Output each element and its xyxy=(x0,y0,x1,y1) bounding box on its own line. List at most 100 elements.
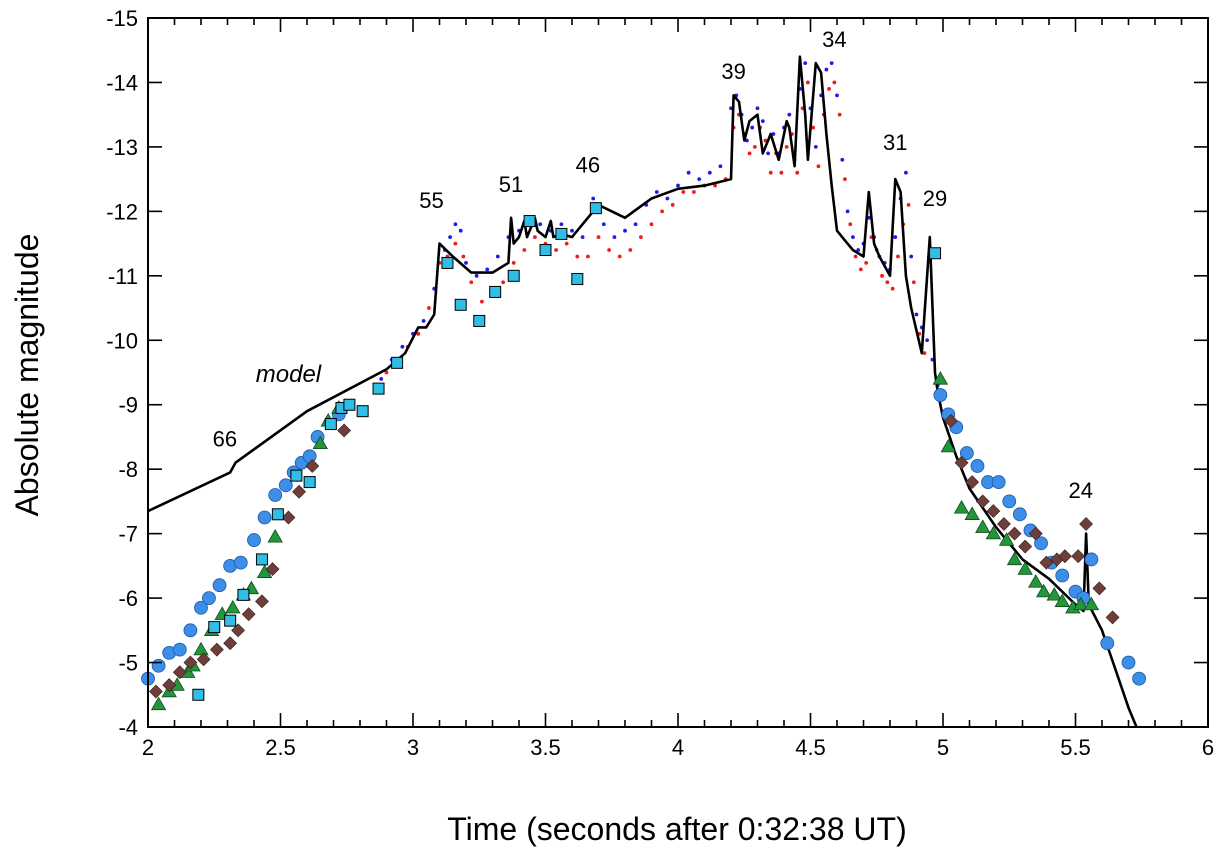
photometry-dot xyxy=(885,280,890,285)
circle-point xyxy=(302,449,317,464)
photometry-dot xyxy=(835,93,839,98)
photometry-dot xyxy=(400,344,405,349)
diamond-point xyxy=(1039,555,1054,570)
y-tick-label: -11 xyxy=(108,264,138,289)
photometry-dot xyxy=(768,170,773,175)
x-tick-label: 2 xyxy=(142,735,154,760)
fragment-label: 51 xyxy=(499,172,523,197)
photometry-dot xyxy=(816,164,821,169)
photometry-dot xyxy=(747,151,752,156)
diamond-point xyxy=(172,665,187,680)
photometry-dot xyxy=(564,241,569,246)
circle-point xyxy=(183,623,198,638)
fragment-label: 29 xyxy=(923,186,947,211)
photometry-dot xyxy=(707,170,712,175)
diamond-point xyxy=(954,455,969,470)
circle-point xyxy=(1034,536,1048,551)
photometry-dot xyxy=(495,254,500,259)
fragment-label: 34 xyxy=(822,27,846,52)
photometry-dot xyxy=(628,248,633,252)
photometry-dot xyxy=(617,254,622,259)
x-tick-label: 3 xyxy=(407,735,419,760)
circle-point xyxy=(202,591,216,605)
square-point xyxy=(454,298,467,311)
circle-point xyxy=(172,642,187,657)
square-point xyxy=(489,285,502,298)
diamond-point xyxy=(223,636,238,651)
photometry-dot xyxy=(665,196,670,201)
photometry-dot xyxy=(522,248,527,252)
triangle-point xyxy=(1046,587,1062,601)
photometry-dot xyxy=(458,228,463,233)
photometry-dot xyxy=(384,370,389,375)
y-tick-label: -12 xyxy=(106,199,138,224)
photometry-dot xyxy=(832,80,837,85)
square-point xyxy=(192,688,205,701)
diamond-point xyxy=(965,475,980,489)
diamond-point xyxy=(292,484,306,499)
diamond-point xyxy=(209,642,224,657)
diamond-point xyxy=(1018,539,1033,554)
photometry-dot xyxy=(904,170,908,175)
square-point xyxy=(303,476,316,489)
triangle-point xyxy=(940,438,956,453)
circle-point xyxy=(151,658,166,673)
photometry-dot xyxy=(670,203,675,207)
photometry-dot xyxy=(554,248,558,252)
square-point xyxy=(589,202,602,215)
fragment-label: 24 xyxy=(1069,478,1093,503)
photometry-dot xyxy=(538,222,543,227)
x-tick-label: 4.5 xyxy=(795,735,826,760)
circle-point xyxy=(1055,568,1070,583)
photometry-dot xyxy=(890,286,895,291)
photometry-dot xyxy=(480,299,484,304)
photometry-dot xyxy=(453,241,458,246)
photometry-dot xyxy=(453,222,458,227)
x-tick-label: 3.5 xyxy=(530,735,561,760)
triangle-point xyxy=(1017,561,1033,575)
photometry-dot xyxy=(623,228,627,233)
circle-point xyxy=(257,510,272,525)
diamond-point xyxy=(1105,610,1120,625)
square-point xyxy=(343,398,356,411)
photometry-dot xyxy=(601,222,606,227)
photometry-dot xyxy=(681,190,686,194)
photometry-dot xyxy=(612,235,617,240)
photometry-dot xyxy=(893,235,898,240)
y-tick-label: -5 xyxy=(118,651,138,676)
fragment-label: 39 xyxy=(721,59,745,84)
square-point xyxy=(255,553,268,566)
triangle-point xyxy=(1006,551,1023,566)
diamond-point xyxy=(265,562,280,577)
circle-point xyxy=(1012,507,1027,522)
photometry-dot xyxy=(586,254,590,259)
photometry-dot xyxy=(713,183,717,188)
photometry-dot xyxy=(864,261,869,265)
x-tick-label: 2.5 xyxy=(265,735,296,760)
diamond-point xyxy=(1079,517,1094,531)
photometry-dot xyxy=(607,248,611,252)
photometry-dot xyxy=(416,331,421,336)
photometry-dot xyxy=(795,170,800,175)
y-tick-label: -10 xyxy=(106,328,138,353)
diamond-point xyxy=(255,594,269,609)
photometry-dot xyxy=(805,80,810,85)
square-point xyxy=(237,588,250,601)
circle-point xyxy=(212,578,227,593)
photometry-dot xyxy=(909,254,914,259)
photometry-dot xyxy=(511,261,516,265)
photometry-dot xyxy=(824,67,829,72)
circle-point xyxy=(1084,552,1099,567)
diamond-point xyxy=(1007,526,1022,541)
triangle-point xyxy=(985,525,1002,540)
circle-point xyxy=(1121,655,1136,670)
photometry-dot xyxy=(760,119,765,124)
triangle-point xyxy=(193,641,209,656)
diamond-point xyxy=(337,423,352,438)
photometry-dot xyxy=(896,254,900,259)
model-line xyxy=(148,55,1138,727)
triangle-point xyxy=(975,519,991,533)
photometry-dot xyxy=(750,125,755,130)
y-tick-label: -8 xyxy=(118,457,138,482)
diamond-point xyxy=(196,652,211,667)
